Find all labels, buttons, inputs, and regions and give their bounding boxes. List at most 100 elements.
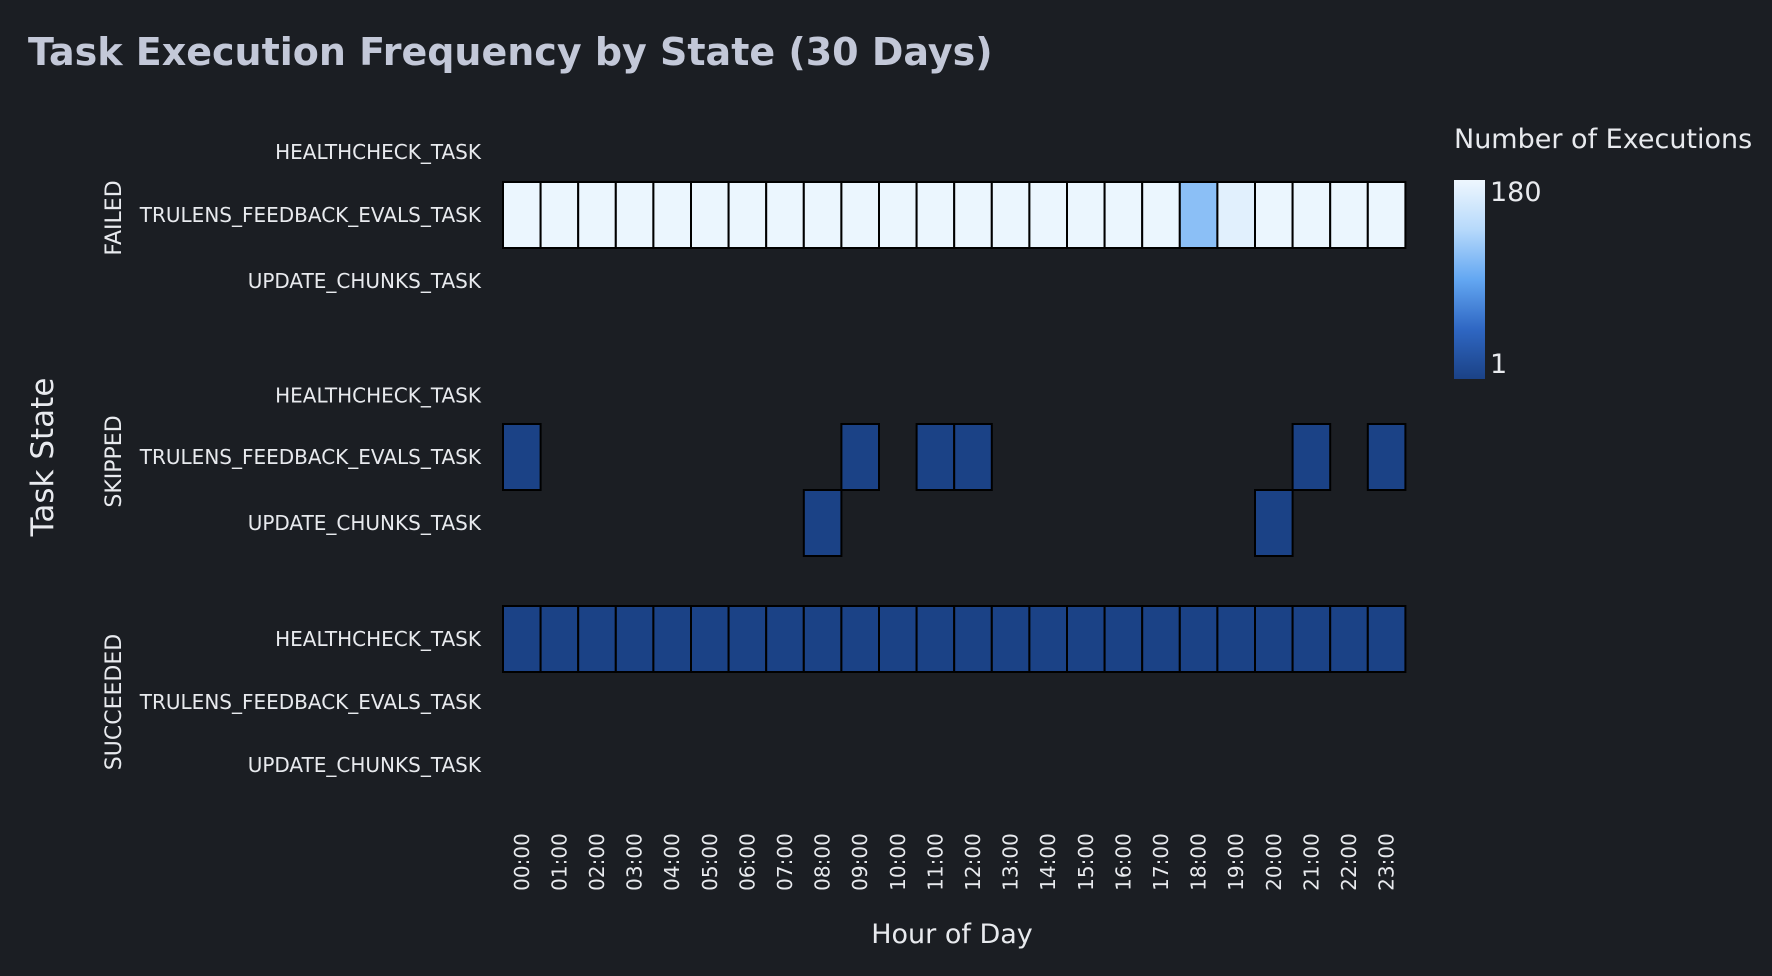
heatmap-cell xyxy=(840,423,881,491)
x-tick-label: 11:00 xyxy=(923,833,947,891)
heatmap-cell xyxy=(953,423,993,491)
x-axis-label: Hour of Day xyxy=(871,919,1033,950)
heatmap-cell xyxy=(1329,181,1369,249)
heatmap-cell xyxy=(577,181,617,249)
heatmap-cell xyxy=(802,489,843,557)
heatmap-cell xyxy=(727,181,768,249)
heatmap-cell xyxy=(1141,605,1181,673)
heatmap-cell xyxy=(539,181,580,249)
x-tick-label: 22:00 xyxy=(1337,833,1361,891)
x-tick-label: 00:00 xyxy=(510,833,534,891)
state-label: SKIPPED xyxy=(102,415,127,507)
x-tick-label: 14:00 xyxy=(1036,833,1060,891)
colorbar: Number of Executions 180 1 xyxy=(1454,124,1752,380)
heatmap-cell xyxy=(1216,605,1257,673)
x-tick-label: 09:00 xyxy=(848,833,872,891)
heatmap-cell xyxy=(1216,181,1257,249)
heatmap-cell xyxy=(1141,181,1181,249)
heatmap-cell xyxy=(1028,181,1069,249)
row-label: TRULENS_FEEDBACK_EVALS_TASK xyxy=(139,203,482,227)
heatmap-cell xyxy=(802,605,843,673)
heatmap-cell xyxy=(840,605,881,673)
state-label: FAILED xyxy=(102,180,127,255)
heatmap-cell xyxy=(502,181,542,249)
x-tick-label: 12:00 xyxy=(961,833,985,891)
row-label: TRULENS_FEEDBACK_EVALS_TASK xyxy=(139,690,482,714)
x-tick-label: 16:00 xyxy=(1111,833,1135,891)
heatmap-cell xyxy=(614,605,655,673)
heatmap-cell xyxy=(652,181,693,249)
heatmap-cell xyxy=(652,605,693,673)
heatmap-cell xyxy=(1254,605,1294,673)
x-tick-label: 17:00 xyxy=(1149,833,1173,891)
row-label: UPDATE_CHUNKS_TASK xyxy=(248,511,482,535)
state-labels: FAILED SKIPPED SUCCEEDED xyxy=(102,180,127,770)
heatmap-cell xyxy=(953,181,993,249)
heatmap-cell xyxy=(727,605,768,673)
heatmap-cell xyxy=(765,181,805,249)
chart-title: Task Execution Frequency by State (30 Da… xyxy=(28,30,993,74)
heatmap-cell xyxy=(1366,423,1407,491)
heatmap-cell xyxy=(1254,181,1294,249)
heatmap-cell xyxy=(1066,181,1106,249)
x-tick-label: 13:00 xyxy=(999,833,1023,891)
x-tick-label: 20:00 xyxy=(1262,833,1286,891)
heatmap-cell xyxy=(1254,489,1294,557)
heatmap-cell xyxy=(1291,423,1332,491)
colorbar-gradient xyxy=(1454,180,1485,379)
x-tick-label: 19:00 xyxy=(1224,833,1248,891)
heatmap-cell xyxy=(765,605,805,673)
heatmap-cell xyxy=(502,423,542,491)
colorbar-min-label: 1 xyxy=(1490,349,1507,380)
heatmap-cell xyxy=(1103,181,1144,249)
x-tick-label: 05:00 xyxy=(698,833,722,891)
heatmap-cell xyxy=(1178,181,1219,249)
heatmap-cell xyxy=(1178,605,1219,673)
x-tick-label: 02:00 xyxy=(585,833,609,891)
heatmap-cell xyxy=(1329,605,1369,673)
heatmap-cell xyxy=(577,605,617,673)
row-label: HEALTHCHECK_TASK xyxy=(275,140,482,164)
heatmap-cell xyxy=(915,181,956,249)
heatmap-cell xyxy=(1066,605,1106,673)
colorbar-title: Number of Executions xyxy=(1454,124,1752,155)
x-tick-label: 07:00 xyxy=(773,833,797,891)
heatmap-cell xyxy=(953,605,993,673)
heatmap-cell xyxy=(802,181,843,249)
x-tick-label: 01:00 xyxy=(547,833,571,891)
heatmap-cell xyxy=(502,605,542,673)
heatmap-cell xyxy=(1103,605,1144,673)
colorbar-max-label: 180 xyxy=(1490,177,1542,208)
task-labels: HEALTHCHECK_TASK TRULENS_FEEDBACK_EVALS_T… xyxy=(139,140,482,777)
heatmap-cell xyxy=(1366,181,1407,249)
x-tick-label: 03:00 xyxy=(623,833,647,891)
heatmap-cell xyxy=(690,181,730,249)
heatmap-cell xyxy=(539,605,580,673)
x-tick-label: 23:00 xyxy=(1375,833,1399,891)
heatmap-cell xyxy=(915,423,956,491)
y-axis-label: Task State xyxy=(25,378,61,538)
heatmap-cell xyxy=(690,605,730,673)
heatmap-cell xyxy=(915,605,956,673)
row-label: UPDATE_CHUNKS_TASK xyxy=(248,269,482,293)
row-label: TRULENS_FEEDBACK_EVALS_TASK xyxy=(139,445,482,469)
heatmap-cell xyxy=(878,181,918,249)
x-tick-label: 04:00 xyxy=(660,833,684,891)
row-label: HEALTHCHECK_TASK xyxy=(275,384,482,408)
x-tick-label: 18:00 xyxy=(1187,833,1211,891)
heatmap-cell xyxy=(1028,605,1069,673)
heatmap-cell xyxy=(614,181,655,249)
heatmap-cell xyxy=(840,181,881,249)
x-tick-label: 08:00 xyxy=(811,833,835,891)
heatmap-cells xyxy=(502,181,1407,673)
x-tick-label: 06:00 xyxy=(735,833,759,891)
row-label: UPDATE_CHUNKS_TASK xyxy=(248,753,482,777)
state-label: SUCCEEDED xyxy=(102,634,127,770)
hour-tick-labels: 00:00 01:00 02:00 03:00 04:00 05:00 06:00 07:00… xyxy=(510,833,1399,891)
x-tick-label: 15:00 xyxy=(1074,833,1098,891)
row-label: HEALTHCHECK_TASK xyxy=(275,627,482,651)
heatmap-cell xyxy=(990,605,1031,673)
heatmap-cell xyxy=(878,605,918,673)
heatmap-cell xyxy=(1291,181,1332,249)
